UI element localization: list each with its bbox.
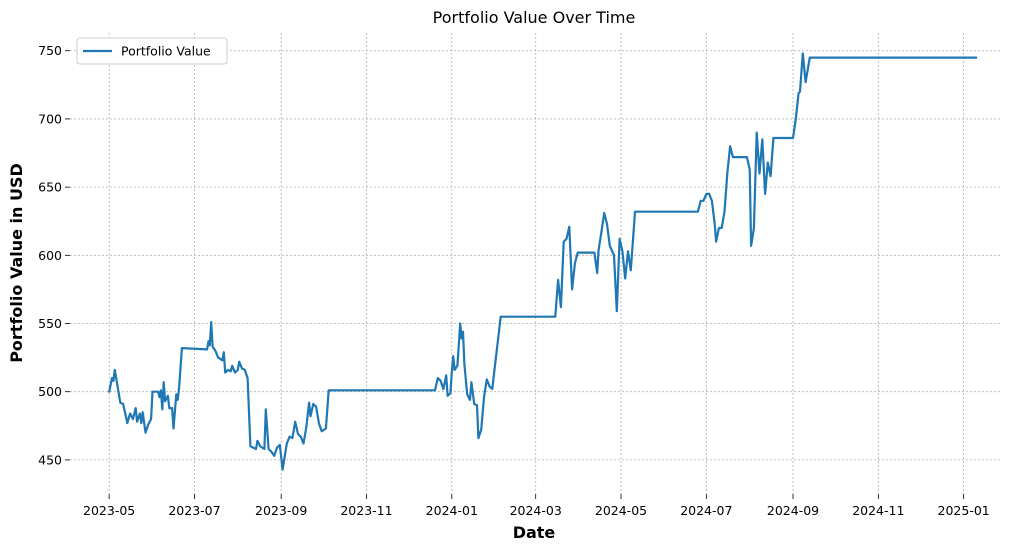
legend-label: Portfolio Value <box>121 44 211 59</box>
legend-box <box>76 37 228 65</box>
series-line-portfolio-value <box>108 52 978 471</box>
x-tick-label: 2024-03 <box>510 503 562 518</box>
y-tick-label: 550 <box>38 316 62 331</box>
y-tick-label: 600 <box>38 248 62 263</box>
y-axis-label: Portfolio Value in USD <box>7 163 26 363</box>
x-axis-label: Date <box>513 523 556 542</box>
x-tick-label: 2023-09 <box>255 503 307 518</box>
series-layer <box>108 52 978 471</box>
y-tick-label: 500 <box>38 384 62 399</box>
y-tick-label: 700 <box>38 111 62 126</box>
y-tick-label: 750 <box>38 43 62 58</box>
chart-grid <box>70 33 1000 494</box>
x-tick-label: 2024-07 <box>680 503 732 518</box>
y-axis-ticks: 450 500 550 600 650 700 750 <box>38 43 70 467</box>
x-axis-ticks: 2023-05 2023-07 2023-09 2023-11 2024-01 2024-… <box>83 494 990 518</box>
y-tick-label: 650 <box>38 180 62 195</box>
x-tick-label: 2023-07 <box>168 503 220 518</box>
x-tick-label: 2024-05 <box>595 503 647 518</box>
legend: Portfolio Value <box>76 37 228 65</box>
chart-title: Portfolio Value Over Time <box>433 8 636 27</box>
x-tick-label: 2024-09 <box>767 503 819 518</box>
x-tick-label: 2024-11 <box>852 503 904 518</box>
y-tick-label: 450 <box>38 452 62 467</box>
x-tick-label: 2023-11 <box>340 503 392 518</box>
x-tick-label: 2025-01 <box>938 503 990 518</box>
x-tick-label: 2024-01 <box>426 503 478 518</box>
x-tick-label: 2023-05 <box>83 503 135 518</box>
